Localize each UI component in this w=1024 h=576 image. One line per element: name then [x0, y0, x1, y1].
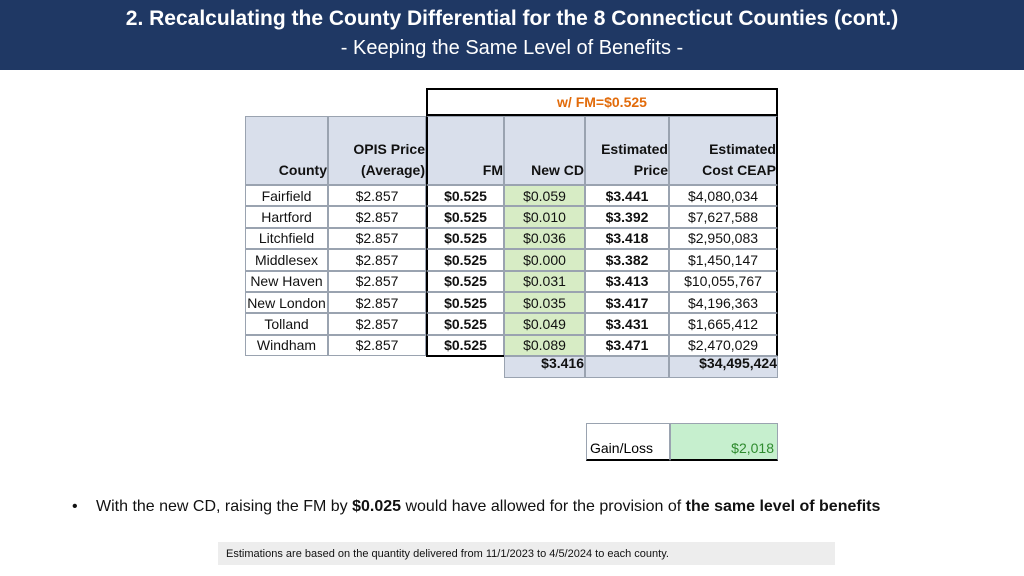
table-cell-county: Tolland — [245, 313, 328, 335]
table-cell-fm: $0.525 — [426, 292, 504, 314]
table-cell-estimated-price: $3.471 — [585, 334, 669, 357]
total-estimated-cost: $34,495,424 — [669, 355, 778, 379]
table-cell-opis-price: $2.857 — [328, 313, 426, 335]
table-cell-estimated-price: $3.418 — [585, 227, 669, 250]
table-cell-new-cd: $0.036 — [504, 227, 585, 250]
table-cell-fm: $0.525 — [426, 313, 504, 335]
table-cell-opis-price: $2.857 — [328, 185, 426, 207]
table-cell-county: Hartford — [245, 206, 328, 228]
bullet-text-mid: would have allowed for the provision of — [401, 498, 686, 515]
column-header-line: FM — [482, 162, 503, 178]
table-cell-opis-price: $2.857 — [328, 206, 426, 228]
table-cell-opis-price: $2.857 — [328, 292, 426, 314]
table-cell-estimated-price: $3.413 — [585, 270, 669, 292]
table-cell-estimated-price: $3.382 — [585, 249, 669, 271]
table-cell-fm: $0.525 — [426, 227, 504, 250]
table-cell-estimated-cost: $2,950,083 — [669, 227, 778, 250]
column-header-line: Cost CEAP — [702, 162, 776, 178]
slide-title: 2. Recalculating the County Differential… — [125, 7, 899, 30]
table-cell-estimated-cost: $4,196,363 — [669, 292, 778, 314]
table-cell-opis-price: $2.857 — [328, 334, 426, 357]
table-cell-new-cd: $0.049 — [504, 313, 585, 335]
table-cell-fm: $0.525 — [426, 249, 504, 271]
bullet-text-pre: With the new CD, raising the FM by — [96, 498, 353, 515]
column-header-line: Estimated — [601, 141, 668, 157]
gain-loss-value: $2,018 — [670, 423, 778, 461]
column-header-estimated-cost: Estimated Cost CEAP — [669, 116, 778, 185]
table-cell-fm: $0.525 — [426, 185, 504, 207]
table-cell-county: Middlesex — [245, 249, 328, 271]
bullet-text-amount: $0.025 — [352, 498, 402, 515]
table-cell-estimated-cost: $1,450,147 — [669, 249, 778, 271]
table-cell-new-cd: $0.010 — [504, 206, 585, 228]
table-cell-new-cd: $0.031 — [504, 270, 585, 292]
table-cell-county: Litchfield — [245, 227, 328, 250]
column-header-line: County — [278, 162, 327, 178]
table-cell-new-cd: $0.000 — [504, 249, 585, 271]
table-cell-opis-price: $2.857 — [328, 227, 426, 250]
bullet-point: • With the new CD, raising the FM by $0.0… — [72, 498, 880, 516]
table-cell-estimated-cost: $2,470,029 — [669, 334, 778, 357]
table-cell-county: New London — [245, 292, 328, 314]
column-header-line: OPIS Price — [353, 141, 425, 157]
bullet-text-emphasis: the same level of benefits — [685, 498, 881, 515]
slide-header: 2. Recalculating the County Differential… — [0, 0, 1024, 70]
total-new-cd: $3.416 — [504, 355, 585, 379]
table-cell-opis-price: $2.857 — [328, 249, 426, 271]
column-header-new-cd: New CD — [504, 116, 585, 185]
table-cell-estimated-price: $3.417 — [585, 292, 669, 314]
table-cell-county: Windham — [245, 334, 328, 357]
table-cell-new-cd: $0.059 — [504, 185, 585, 207]
table-cell-fm: $0.525 — [426, 206, 504, 228]
column-header-line: New CD — [531, 162, 584, 178]
table-bottom-border — [426, 355, 504, 358]
slide-subtitle: - Keeping the Same Level of Benefits - — [340, 37, 684, 59]
column-header-fm: FM — [426, 116, 504, 185]
total-blank-cell — [585, 356, 669, 379]
column-header-line: Estimated — [709, 141, 776, 157]
table-cell-estimated-cost: $4,080,034 — [669, 185, 778, 207]
table-cell-new-cd: $0.035 — [504, 292, 585, 314]
table-cell-county: Fairfield — [245, 185, 328, 207]
table-cell-opis-price: $2.857 — [328, 270, 426, 292]
table-cell-fm: $0.525 — [426, 270, 504, 292]
table-cell-county: New Haven — [245, 270, 328, 292]
column-header-opis-price: OPIS Price (Average) — [328, 116, 426, 185]
table-cell-estimated-price: $3.441 — [585, 185, 669, 207]
table-cell-new-cd: $0.089 — [504, 334, 585, 357]
column-header-estimated-price: Estimated Price — [585, 116, 669, 185]
table-cell-estimated-price: $3.431 — [585, 313, 669, 335]
table-cell-estimated-cost: $7,627,588 — [669, 206, 778, 228]
table-cell-fm: $0.525 — [426, 334, 504, 357]
column-header-line: (Average) — [360, 162, 425, 178]
footnote: Estimations are based on the quantity de… — [218, 542, 835, 565]
scenario-label: w/ FM=$0.525 — [426, 88, 778, 116]
gain-loss-label: Gain/Loss — [586, 423, 670, 461]
table-cell-estimated-cost: $1,665,412 — [669, 313, 778, 335]
column-header-line: Price — [633, 162, 668, 178]
table-cell-estimated-price: $3.392 — [585, 206, 669, 228]
bullet-dot-icon: • — [72, 498, 78, 515]
table-cell-estimated-cost: $10,055,767 — [669, 270, 778, 292]
column-header-county: County — [245, 116, 328, 185]
